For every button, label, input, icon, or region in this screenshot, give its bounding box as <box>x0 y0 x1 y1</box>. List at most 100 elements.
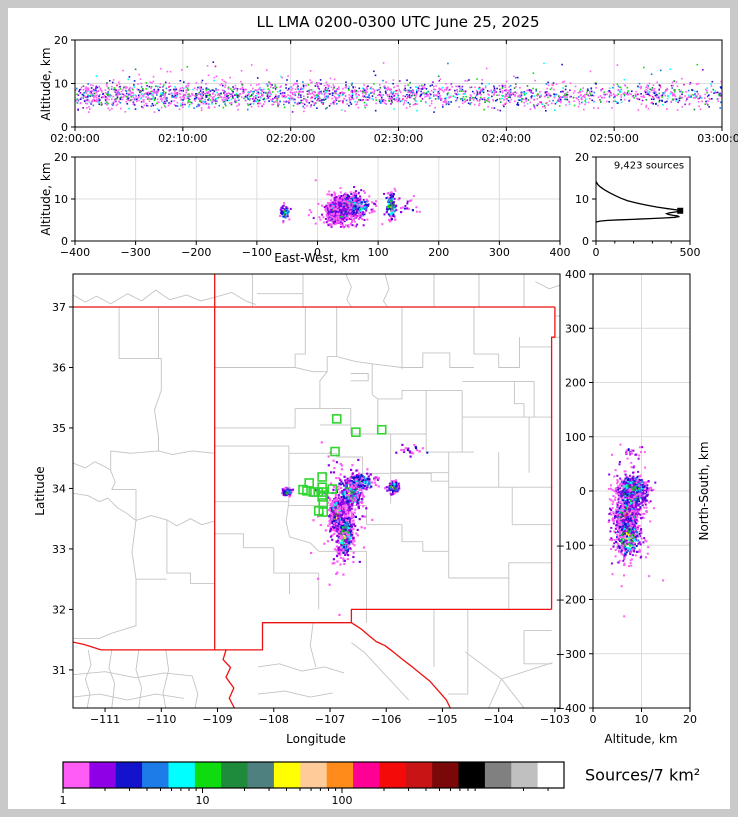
ns-tick-label: 400 <box>565 268 586 281</box>
time-tick-label: 02:20:00 <box>266 132 315 145</box>
colorbar: 1 10 100 <box>60 761 565 807</box>
map-tick-label: −107 <box>315 713 345 726</box>
colorbar-swatch <box>194 762 222 788</box>
ew-tick-label: −100 <box>242 246 272 259</box>
colorbar-swatch <box>63 762 90 788</box>
histogram-peak-marker <box>677 207 684 214</box>
time-axes: 02:00:00 02:10:00 02:20:00 02:30:00 02:40:00… <box>50 34 738 145</box>
colorbar-swatch <box>142 762 169 788</box>
colorbar-swatch <box>458 762 486 788</box>
map-tick-label: 35 <box>52 422 66 435</box>
colorbar-swatch <box>511 762 539 788</box>
ew-tick-label: 400 <box>550 246 571 259</box>
time-tick-label: 02:30:00 <box>374 132 423 145</box>
colorbar-swatch <box>326 762 354 788</box>
ew-panel-ylabel: Altitude, km <box>39 162 53 236</box>
colorbar-swatch <box>379 762 407 788</box>
hist-tick-label: 0 <box>593 246 600 259</box>
station-square <box>331 414 342 424</box>
ew-tick-label: −200 <box>181 246 211 259</box>
ew-tick-label: −300 <box>121 246 151 259</box>
colorbar-swatch <box>405 762 433 788</box>
time-tick-label: 03:00:00 <box>697 132 738 145</box>
ew-tick-label: 0 <box>61 235 68 248</box>
map-tick-label: −109 <box>202 713 232 726</box>
colorbar-tick-label: 10 <box>196 794 210 807</box>
ew-panel-xlabel: East-West, km <box>274 251 360 265</box>
ew-tick-label: −400 <box>60 246 90 259</box>
hist-axes: 0 500 0 10 20 <box>575 151 701 259</box>
station-square <box>317 472 327 482</box>
colorbar-swatch <box>300 762 328 788</box>
lma-station-markers <box>298 414 387 517</box>
ew-tick-label: 100 <box>368 246 389 259</box>
altitude-histogram-curve <box>596 181 683 223</box>
map-tick-label: 36 <box>52 361 66 374</box>
map-geography <box>73 274 560 708</box>
ns-tick-label: 20 <box>683 713 697 726</box>
colorbar-swatch <box>115 762 143 788</box>
colorbar-tick-label: 1 <box>60 794 67 807</box>
colorbar-swatch <box>89 762 117 788</box>
station-square <box>318 487 329 497</box>
map-tick-label: 37 <box>52 301 66 314</box>
map-tick-label: −110 <box>146 713 176 726</box>
colorbar-swatch <box>273 762 301 788</box>
ns-tick-label: 100 <box>565 431 586 444</box>
time-panel-ylabel: Altitude, km <box>39 47 53 121</box>
map-tick-label: −111 <box>90 713 120 726</box>
station-square <box>330 446 340 457</box>
time-tick-label: 02:40:00 <box>482 132 531 145</box>
station-square <box>318 507 329 517</box>
station-square <box>327 484 338 494</box>
ns-tick-label: −400 <box>556 702 586 715</box>
ns-tick-label: 200 <box>565 377 586 390</box>
map-tick-label: 34 <box>52 482 66 495</box>
ew-tick-label: 20 <box>54 151 68 164</box>
ew-axes: −400 −300 −200 −100 0 100 200 300 400 0 10 20 <box>54 151 571 259</box>
colorbar-swatch <box>168 762 196 788</box>
time-tick-label: 10 <box>54 78 68 91</box>
ns-tick-label: −100 <box>556 539 586 552</box>
colorbar-swatch <box>484 762 512 788</box>
time-tick-label: 02:10:00 <box>158 132 207 145</box>
hist-tick-label: 500 <box>680 246 701 259</box>
ew-tick-label: 300 <box>489 246 510 259</box>
colorbar-label: Sources/7 km² <box>585 765 701 785</box>
map-tick-label: 33 <box>52 543 66 556</box>
ns-panel-xlabel: Altitude, km <box>604 732 678 746</box>
station-square <box>376 424 387 435</box>
station-square <box>308 487 318 497</box>
map-tick-label: −103 <box>540 713 570 726</box>
map-tick-label: −104 <box>484 713 514 726</box>
ew-scatter-points <box>279 179 421 229</box>
hist-tick-label: 10 <box>575 193 589 206</box>
map-tick-label: 31 <box>52 664 66 677</box>
station-square <box>317 492 327 502</box>
ew-tick-label: 0 <box>314 246 321 259</box>
ns-tick-label: −300 <box>556 648 586 661</box>
colorbar-swatch <box>221 762 249 788</box>
time-scatter-points <box>75 61 722 113</box>
map-border <box>72 273 561 709</box>
colorbar-swatch <box>353 762 380 788</box>
ns-scatter-points <box>607 443 665 618</box>
map-tick-label: 32 <box>52 603 66 616</box>
time-tick-label: 02:00:00 <box>50 132 99 145</box>
ew-tick-label: 200 <box>428 246 449 259</box>
page-title: LL LMA 0200-0300 UTC June 25, 2025 <box>256 13 540 31</box>
ns-axes: 0 10 20 400 300 200 100 0 −100 −200 −300 −400 <box>556 268 697 726</box>
station-square <box>351 427 361 437</box>
ns-panel-ylabel: North-South, km <box>697 441 711 541</box>
ns-tick-label: 300 <box>565 322 586 335</box>
hist-tick-label: 0 <box>582 235 589 248</box>
colorbar-tick-label: 100 <box>332 794 353 807</box>
ns-tick-label: −200 <box>556 594 586 607</box>
time-tick-label: 0 <box>61 121 68 134</box>
colorbar-swatch <box>537 762 565 788</box>
map-xlabel: Longitude <box>286 732 346 746</box>
hist-tick-label: 20 <box>575 151 589 164</box>
colorbar-border <box>62 761 565 789</box>
